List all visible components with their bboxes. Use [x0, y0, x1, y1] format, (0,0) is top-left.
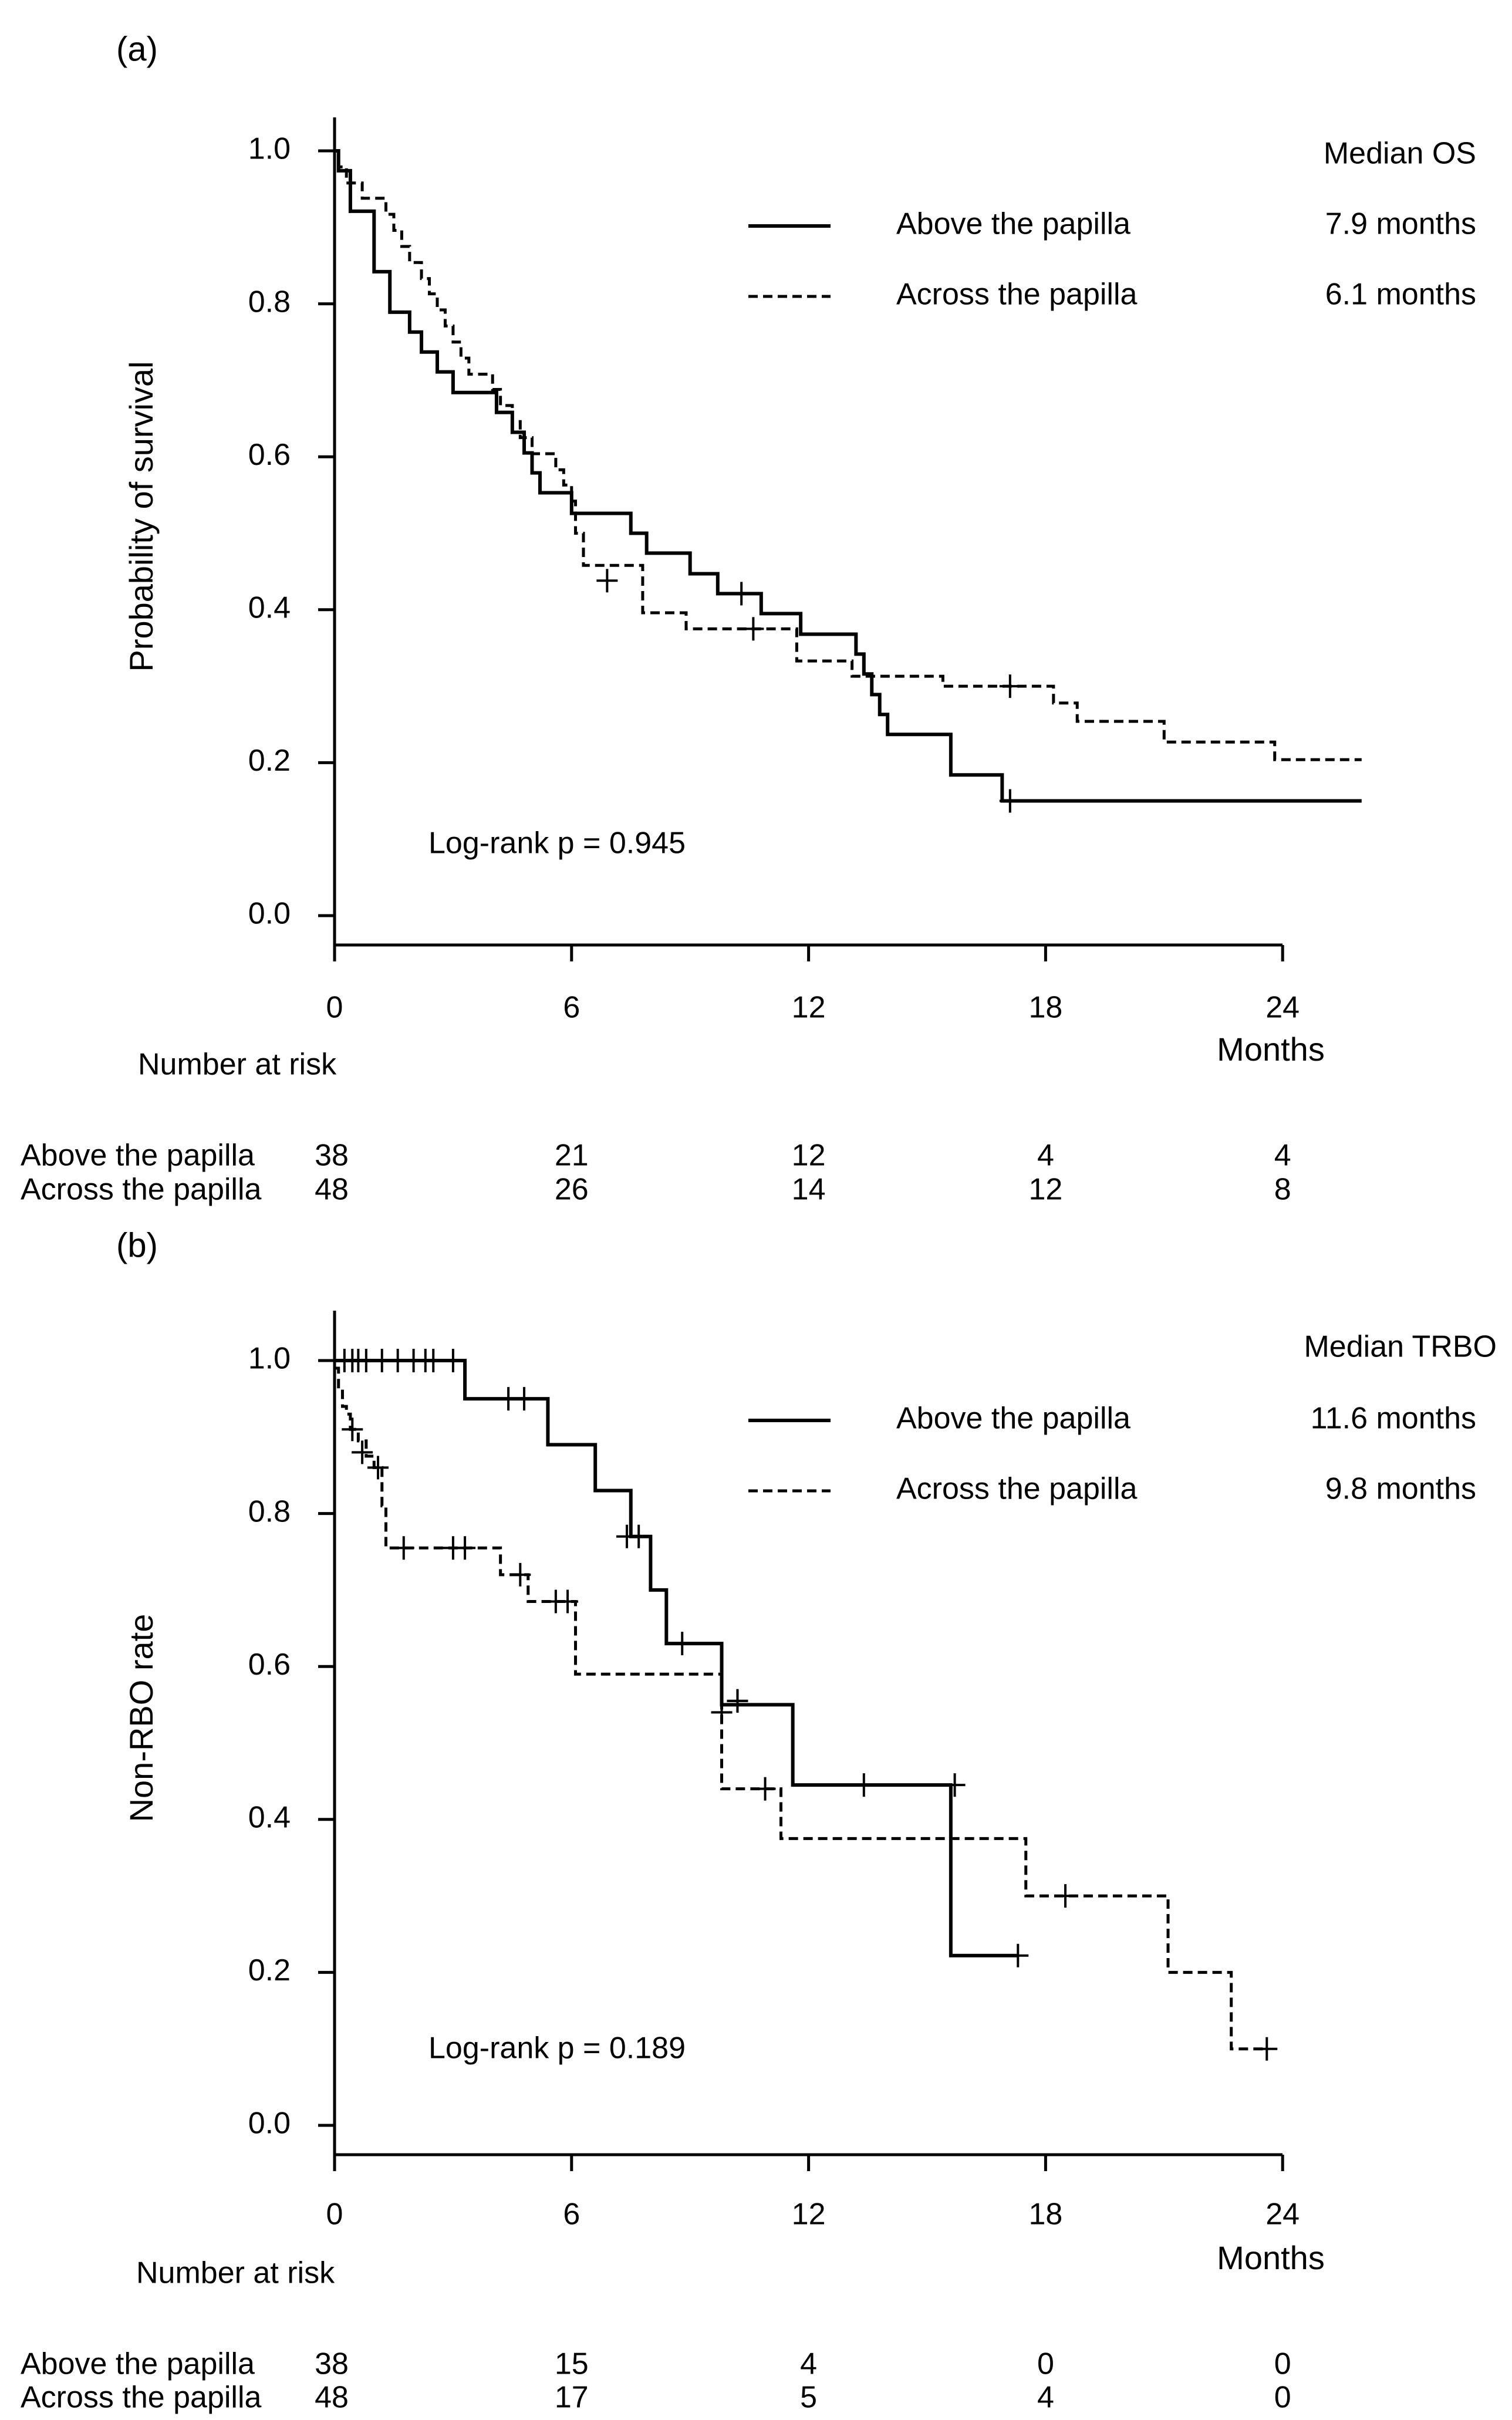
x-tick-label: 18 [1028, 991, 1062, 1025]
y-tick-label: 0.6 [248, 1648, 291, 1682]
y-axis-title: Probability of survival [123, 361, 160, 671]
x-tick-label: 24 [1265, 991, 1300, 1025]
km-curve-across-the-papilla [335, 1366, 1267, 2051]
risk-count: 12 [792, 1139, 826, 1173]
x-axis-title: Months [1217, 1031, 1325, 1068]
risk-count: 26 [555, 1173, 589, 1207]
y-tick-label: 0.8 [248, 285, 291, 319]
y-tick-label: 0.0 [248, 897, 291, 931]
km-curve-across-the-papilla [335, 149, 1362, 761]
risk-count: 14 [792, 1173, 826, 1207]
legend-median: 9.8 months [1325, 1472, 1476, 1506]
y-tick-label: 0.0 [248, 2107, 291, 2141]
legend-label: Across the papilla [896, 1472, 1138, 1506]
legend-header: Median TRBO [1304, 1330, 1497, 1364]
km-curve-above-the-papilla [335, 1359, 1018, 1957]
risk-count: 4 [1274, 1139, 1291, 1173]
legend-median: 11.6 months [1311, 1402, 1476, 1436]
km-curve-above-the-papilla [335, 149, 1362, 803]
x-axis-title: Months [1217, 2239, 1325, 2276]
y-tick-label: 1.0 [248, 132, 291, 166]
risk-count: 5 [800, 2381, 817, 2415]
x-tick-label: 6 [563, 2198, 580, 2232]
risk-table-title: Number at risk [136, 2256, 335, 2290]
risk-count: 0 [1274, 2347, 1291, 2381]
risk-count: 0 [1274, 2381, 1291, 2415]
panel-label: (b) [116, 1226, 158, 1264]
x-tick-label: 0 [326, 991, 343, 1025]
risk-count: 38 [315, 2347, 349, 2381]
risk-count: 15 [555, 2347, 589, 2381]
y-tick-label: 0.6 [248, 438, 291, 472]
x-tick-label: 18 [1028, 2198, 1062, 2232]
panel-label: (a) [116, 30, 158, 68]
legend-median: 6.1 months [1325, 278, 1476, 312]
risk-count: 8 [1274, 1173, 1291, 1207]
x-tick-label: 24 [1265, 2198, 1300, 2232]
x-tick-label: 6 [563, 991, 580, 1025]
risk-count: 0 [1037, 2347, 1054, 2381]
legend-header: Median OS [1324, 137, 1476, 171]
risk-count: 4 [1037, 2381, 1054, 2415]
panel-a: (a) 0.0 0.2 0.4 0.6 0.8 1.0 0 6 12 18 24 Probability… [21, 30, 1476, 1206]
risk-count: 4 [1037, 1139, 1054, 1173]
risk-row-label: Across the papilla [21, 1173, 262, 1207]
legend-median: 7.9 months [1325, 207, 1476, 241]
y-tick-label: 1.0 [248, 1342, 291, 1376]
risk-table-title: Number at risk [138, 1048, 337, 1082]
log-rank-annotation: Log-rank p = 0.189 [428, 2031, 686, 2065]
y-tick-label: 0.4 [248, 591, 291, 625]
legend-label: Above the papilla [896, 207, 1130, 241]
legend-label: Across the papilla [896, 278, 1138, 312]
panel-b: (b) 0.0 0.2 0.4 0.6 0.8 1.0 0 6 12 18 24 Non-RBO rat… [21, 1226, 1497, 2414]
risk-count: 21 [555, 1139, 589, 1173]
y-tick-label: 0.4 [248, 1801, 291, 1835]
risk-count: 4 [800, 2347, 817, 2381]
risk-count: 48 [315, 1173, 349, 1207]
risk-count: 38 [315, 1139, 349, 1173]
risk-count: 17 [555, 2381, 589, 2415]
risk-count: 48 [315, 2381, 349, 2415]
x-tick-label: 0 [326, 2198, 343, 2232]
x-tick-label: 12 [792, 2198, 826, 2232]
y-tick-label: 0.8 [248, 1494, 291, 1528]
y-axis-title: Non-RBO rate [123, 1614, 160, 1822]
risk-row-label: Above the papilla [21, 2347, 255, 2381]
y-tick-label: 0.2 [248, 744, 291, 778]
risk-row-label: Above the papilla [21, 1139, 255, 1173]
risk-row-label: Across the papilla [21, 2381, 262, 2415]
log-rank-annotation: Log-rank p = 0.945 [428, 826, 686, 860]
risk-count: 12 [1028, 1173, 1062, 1207]
y-tick-label: 0.2 [248, 1953, 291, 1987]
legend-label: Above the papilla [896, 1402, 1130, 1436]
x-tick-label: 12 [792, 991, 826, 1025]
